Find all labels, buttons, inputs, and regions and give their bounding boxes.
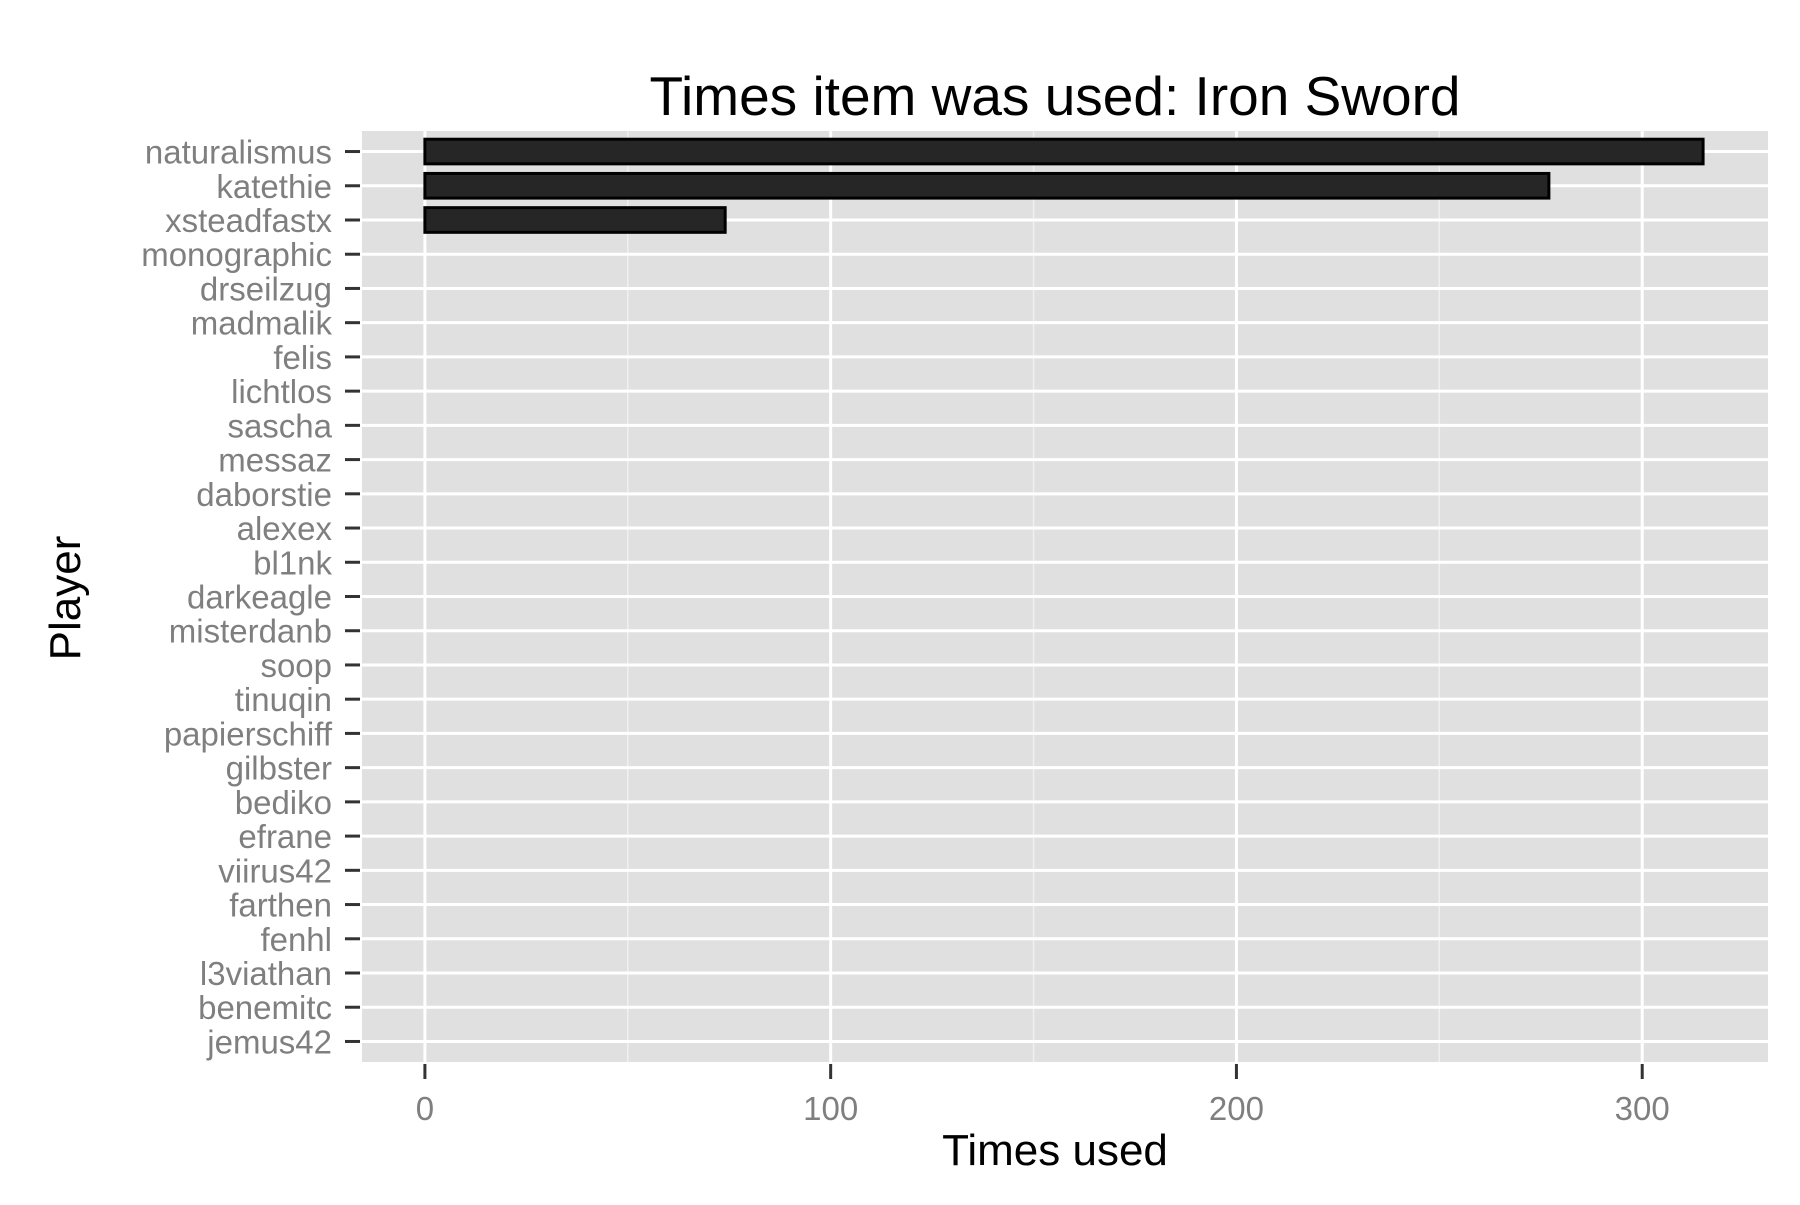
y-tick-label: farthen	[229, 887, 332, 924]
bar-naturalismus	[423, 137, 1705, 166]
y-tick-label: alexex	[237, 510, 333, 547]
y-axis: naturalismuskatethiexsteadfastxmonograph…	[141, 134, 360, 1060]
x-tick-label: 300	[1615, 1090, 1670, 1127]
y-tick-label: drseilzug	[200, 270, 332, 307]
x-tick-label: 100	[803, 1090, 858, 1127]
y-tick-label: bl1nk	[253, 544, 332, 581]
y-tick-label: l3viathan	[200, 955, 332, 992]
y-tick-label: darkeagle	[187, 579, 332, 616]
y-tick-label: tinuqin	[235, 681, 332, 718]
y-tick-label: bediko	[235, 784, 332, 821]
y-tick-label: katethie	[216, 168, 332, 205]
y-tick-label: papierschiff	[164, 715, 333, 752]
y-tick-label: efrane	[238, 818, 332, 855]
bar-katethie	[423, 171, 1551, 200]
chart-title: Times item was used: Iron Sword	[649, 65, 1460, 127]
y-tick-label: benemitc	[198, 989, 332, 1026]
x-axis-title: Times used	[942, 1126, 1168, 1175]
y-tick-label: sascha	[227, 407, 332, 444]
y-tick-label: felis	[273, 339, 332, 376]
y-tick-label: viirus42	[218, 852, 332, 889]
y-tick-label: naturalismus	[145, 134, 332, 171]
x-axis: 0 100 200 300	[416, 1064, 1670, 1127]
x-tick-label: 0	[416, 1090, 434, 1127]
y-tick-label: xsteadfastx	[165, 202, 332, 239]
x-tick-label: 200	[1209, 1090, 1264, 1127]
y-axis-title: Player	[41, 536, 90, 661]
y-tick-label: soop	[260, 647, 332, 684]
bars	[423, 137, 1705, 234]
y-tick-label: madmalik	[191, 305, 333, 342]
y-tick-label: daborstie	[196, 476, 332, 513]
y-tick-label: monographic	[141, 236, 332, 273]
y-tick-label: fenhl	[260, 921, 332, 958]
y-tick-label: lichtlos	[231, 373, 332, 410]
y-tick-label: jemus42	[206, 1023, 332, 1060]
y-tick-label: misterdanb	[169, 613, 332, 650]
y-tick-label: messaz	[218, 442, 332, 479]
bar-xsteadfastx	[423, 206, 727, 234]
y-tick-label: gilbster	[226, 750, 332, 787]
